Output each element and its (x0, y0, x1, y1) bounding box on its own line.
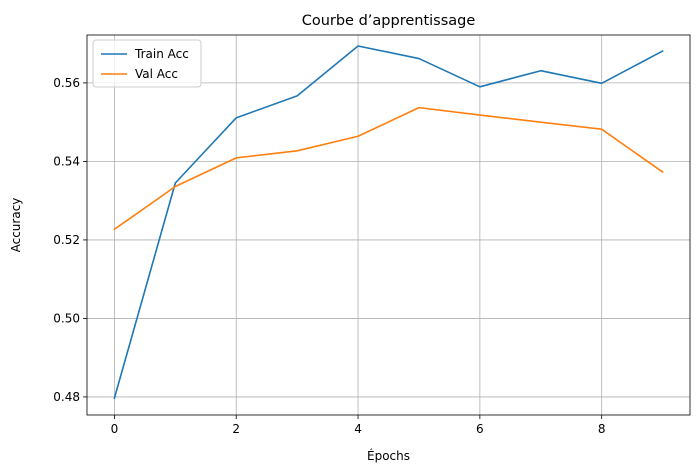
y-axis-title: Accuracy (9, 198, 23, 253)
series-lines (113, 45, 664, 400)
x-tick-label: 6 (476, 422, 484, 436)
chart-title: Courbe d’apprentissage (302, 13, 476, 29)
legend-label: Train Acc (134, 47, 189, 61)
y-tick-label: 0.54 (53, 154, 80, 168)
x-tick-label: 8 (598, 422, 606, 436)
series-line-train-acc (113, 45, 664, 400)
y-tick-label: 0.52 (53, 233, 80, 247)
y-tick-label: 0.50 (53, 311, 80, 325)
legend-box (92, 39, 202, 88)
series-line-val-acc (113, 106, 664, 231)
legend: Train Acc Val Acc (92, 39, 202, 88)
plot-frame (86, 34, 691, 416)
x-tick-label: 4 (354, 422, 362, 436)
y-tick-label: 0.48 (53, 390, 80, 404)
y-tick-label: 0.56 (53, 76, 80, 90)
x-tick-label: 2 (232, 422, 240, 436)
grid (87, 35, 690, 415)
legend-label: Val Acc (135, 67, 178, 81)
x-tick-label: 0 (111, 422, 119, 436)
axis-ticks: 0 2 4 6 8 0.48 0.50 0.52 0.54 0.56 (53, 76, 605, 436)
x-axis-title: Épochs (367, 448, 410, 463)
